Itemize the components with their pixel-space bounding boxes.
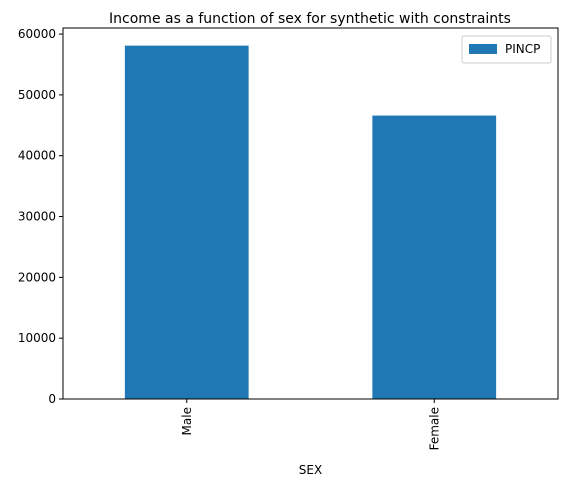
x-tick-label-female: Female (427, 407, 441, 450)
bar-male (124, 45, 249, 400)
y-tick-label: 30000 (18, 210, 56, 224)
legend-swatch (469, 44, 497, 54)
y-tick-label: 10000 (18, 331, 56, 345)
y-tick-label: 50000 (18, 88, 56, 102)
chart-title: Income as a function of sex for syntheti… (109, 11, 511, 27)
plot-frame (62, 27, 559, 400)
legend: PINCP (461, 35, 552, 64)
y-axis: 0 10000 20000 30000 40000 50000 60000 (18, 27, 63, 406)
y-tick-label: 20000 (18, 270, 56, 284)
y-tick-label: 40000 (18, 149, 56, 163)
x-tick-label-male: Male (180, 407, 194, 435)
y-tick-label: 0 (48, 392, 56, 406)
y-tick-label: 60000 (18, 27, 56, 41)
x-axis: Male Female (180, 399, 441, 450)
bar-female (372, 115, 497, 400)
legend-label: PINCP (505, 42, 540, 56)
legend-frame (461, 35, 552, 64)
bars-group (124, 45, 497, 400)
x-axis-label: SEX (299, 463, 322, 477)
